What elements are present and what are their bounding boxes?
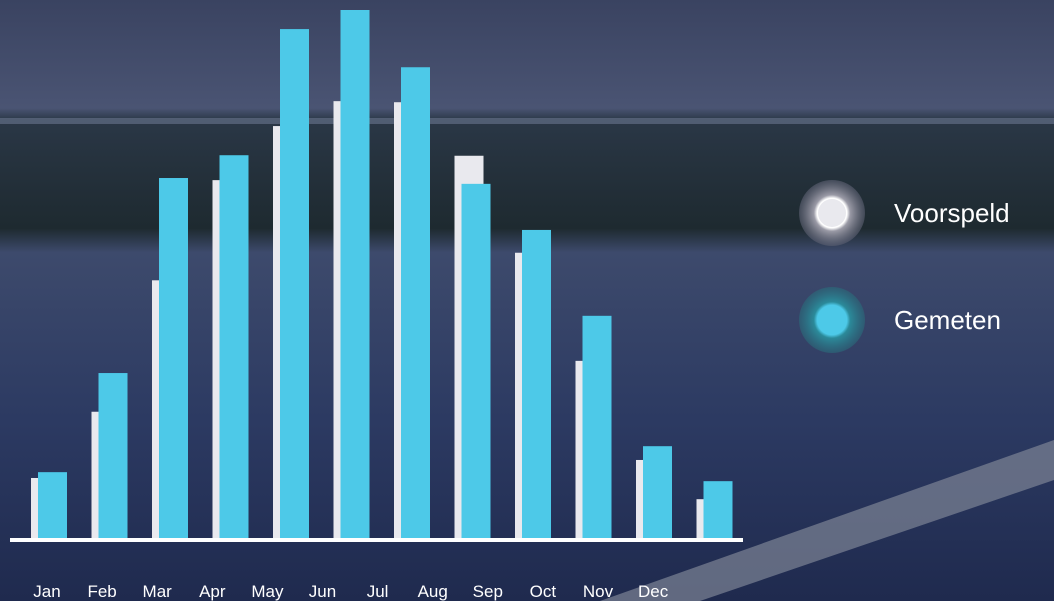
x-tick-label: Oct <box>530 582 557 601</box>
x-tick-label: Dec <box>638 582 669 601</box>
legend-marker <box>818 306 846 334</box>
x-tick-label: Sep <box>473 582 503 601</box>
x-tick-label: Jan <box>33 582 60 601</box>
bar <box>704 481 733 540</box>
chart: Voorspeld Gemeten Jan Feb Mar Apr May Jun Jul Au… <box>0 0 1054 601</box>
x-tick-label: Apr <box>199 582 226 601</box>
bar <box>159 178 188 540</box>
x-tick-label: Jul <box>367 582 389 601</box>
x-tick-label: Feb <box>87 582 116 601</box>
x-tick-label: Aug <box>418 582 448 601</box>
bar <box>401 67 430 540</box>
bar <box>99 373 128 540</box>
bar <box>341 10 370 540</box>
bar <box>220 155 249 540</box>
bar <box>643 446 672 540</box>
legend-label: Voorspeld <box>894 198 1010 228</box>
baseline <box>10 538 743 542</box>
legend-marker <box>818 199 846 227</box>
horizon <box>0 118 1054 124</box>
bar <box>38 472 67 540</box>
x-tick-label: Jun <box>309 582 336 601</box>
x-tick-label: Nov <box>583 582 614 601</box>
bar <box>583 316 612 540</box>
bar <box>462 184 491 540</box>
x-tick-label: Mar <box>143 582 173 601</box>
x-tick-label: May <box>251 582 284 601</box>
bar <box>522 230 551 540</box>
bar <box>280 29 309 540</box>
legend-label: Gemeten <box>894 305 1001 335</box>
